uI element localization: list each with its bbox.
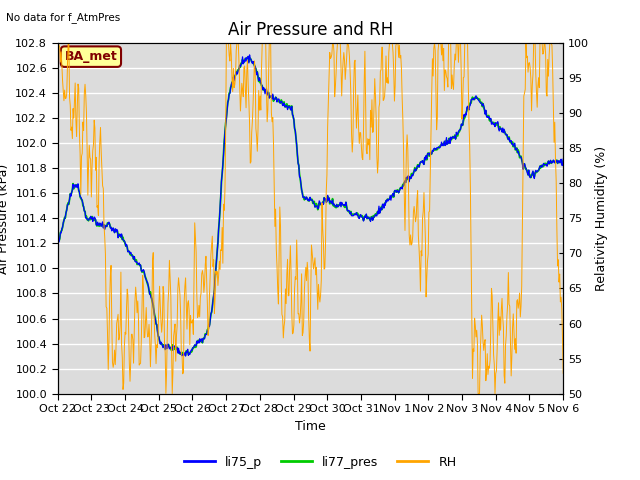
Title: Air Pressure and RH: Air Pressure and RH <box>228 21 393 39</box>
Text: BA_met: BA_met <box>65 50 117 63</box>
Y-axis label: Relativity Humidity (%): Relativity Humidity (%) <box>595 146 607 291</box>
Y-axis label: Air Pressure (kPa): Air Pressure (kPa) <box>0 163 10 274</box>
Legend: li75_p, li77_pres, RH: li75_p, li77_pres, RH <box>179 451 461 474</box>
Text: No data for f_AtmPres: No data for f_AtmPres <box>6 12 121 23</box>
X-axis label: Time: Time <box>295 420 326 432</box>
